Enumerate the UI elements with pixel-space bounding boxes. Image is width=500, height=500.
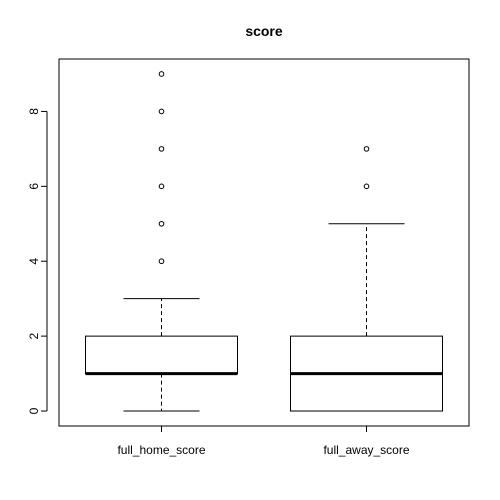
x-tick-label: full_away_score: [323, 443, 409, 457]
x-axis: full_home_score full_away_score: [117, 425, 410, 457]
outlier-point: [158, 183, 165, 190]
x-tick-label: full_home_score: [117, 443, 205, 457]
y-axis: 0 2 4 6 8: [27, 108, 48, 414]
outlier-point: [158, 146, 165, 152]
outlier-point: [158, 220, 165, 227]
outlier-point: [158, 258, 165, 265]
box-full_home_score: [85, 71, 238, 412]
box-full_away_score: [290, 146, 443, 412]
y-tick-label: 4: [27, 258, 41, 265]
chart-title: score: [245, 23, 283, 39]
boxes-group: [85, 71, 443, 412]
outlier-point: [363, 183, 370, 190]
y-tick-label: 2: [27, 332, 41, 339]
y-tick-label: 8: [27, 108, 41, 115]
y-tick-label: 6: [27, 183, 41, 190]
outlier-point: [158, 108, 165, 115]
y-tick-label: 0: [27, 407, 41, 414]
outlier-point: [363, 146, 370, 152]
outlier-point: [158, 71, 165, 77]
iqr-box: [85, 335, 238, 375]
